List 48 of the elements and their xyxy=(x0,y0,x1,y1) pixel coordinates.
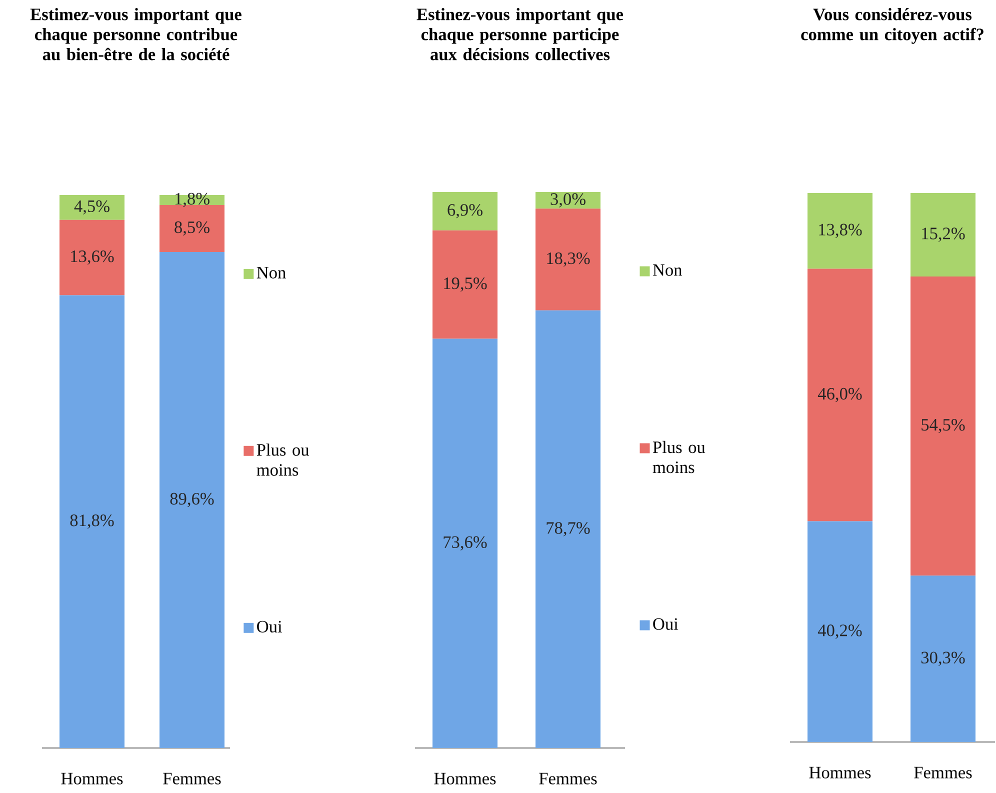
bar xyxy=(160,252,224,748)
bar xyxy=(808,268,873,522)
data-label: 40,2% xyxy=(818,624,862,639)
bar xyxy=(60,195,124,220)
data-label: 4,5% xyxy=(74,200,110,215)
bar xyxy=(432,338,498,748)
data-label: 13,6% xyxy=(71,250,114,265)
bar xyxy=(60,295,124,748)
x-tick-label: Hommes xyxy=(809,766,871,778)
legend-label: Oui xyxy=(653,618,678,630)
chart-title: Vous considérez-vous comme un citoyen actif? xyxy=(801,8,984,44)
data-label: 89,6% xyxy=(170,492,214,508)
x-tick-label: Hommes xyxy=(434,772,496,784)
data-label: 6,9% xyxy=(448,204,482,218)
legend-label: Oui xyxy=(257,620,282,633)
data-label: 8,5% xyxy=(174,221,210,236)
bar xyxy=(808,192,873,269)
legend-label: Non xyxy=(256,266,286,278)
bar xyxy=(910,276,976,576)
bar xyxy=(910,192,976,276)
data-label: 13,8% xyxy=(819,224,862,238)
x-tick-label: Femmes xyxy=(914,766,972,778)
bar xyxy=(910,576,976,742)
data-label: 19,5% xyxy=(444,277,487,292)
bar xyxy=(60,220,124,296)
data-label: 3,0% xyxy=(550,193,586,208)
bar xyxy=(432,192,498,230)
data-label: 78,7% xyxy=(546,522,590,536)
legend-label: Non xyxy=(652,264,682,276)
chart-title: Estimez-vous important que chaque personne contribue au bien-être de la société xyxy=(30,8,242,60)
x-tick-label: Femmes xyxy=(539,772,597,784)
data-label: 54,5% xyxy=(922,418,965,434)
legend-label: Plus ou moins xyxy=(652,440,706,474)
bar xyxy=(432,230,498,339)
bar xyxy=(808,521,873,742)
data-label: 30,3% xyxy=(921,652,965,666)
data-label: 46,0% xyxy=(818,388,862,402)
bar xyxy=(536,310,601,748)
data-label: 81,8% xyxy=(70,514,114,529)
data-label: 73,6% xyxy=(444,536,487,550)
chart-title: Estinez-vous important que chaque personne participe aux décisions collectives xyxy=(416,8,624,60)
legend-label: Plus ou moins xyxy=(256,444,310,476)
bar xyxy=(536,208,601,310)
x-tick-label: Hommes xyxy=(61,772,123,784)
data-label: 1,8% xyxy=(175,192,210,208)
data-label: 15,2% xyxy=(922,228,965,242)
data-label: 18,3% xyxy=(547,252,590,267)
x-tick-label: Femmes xyxy=(163,772,221,784)
